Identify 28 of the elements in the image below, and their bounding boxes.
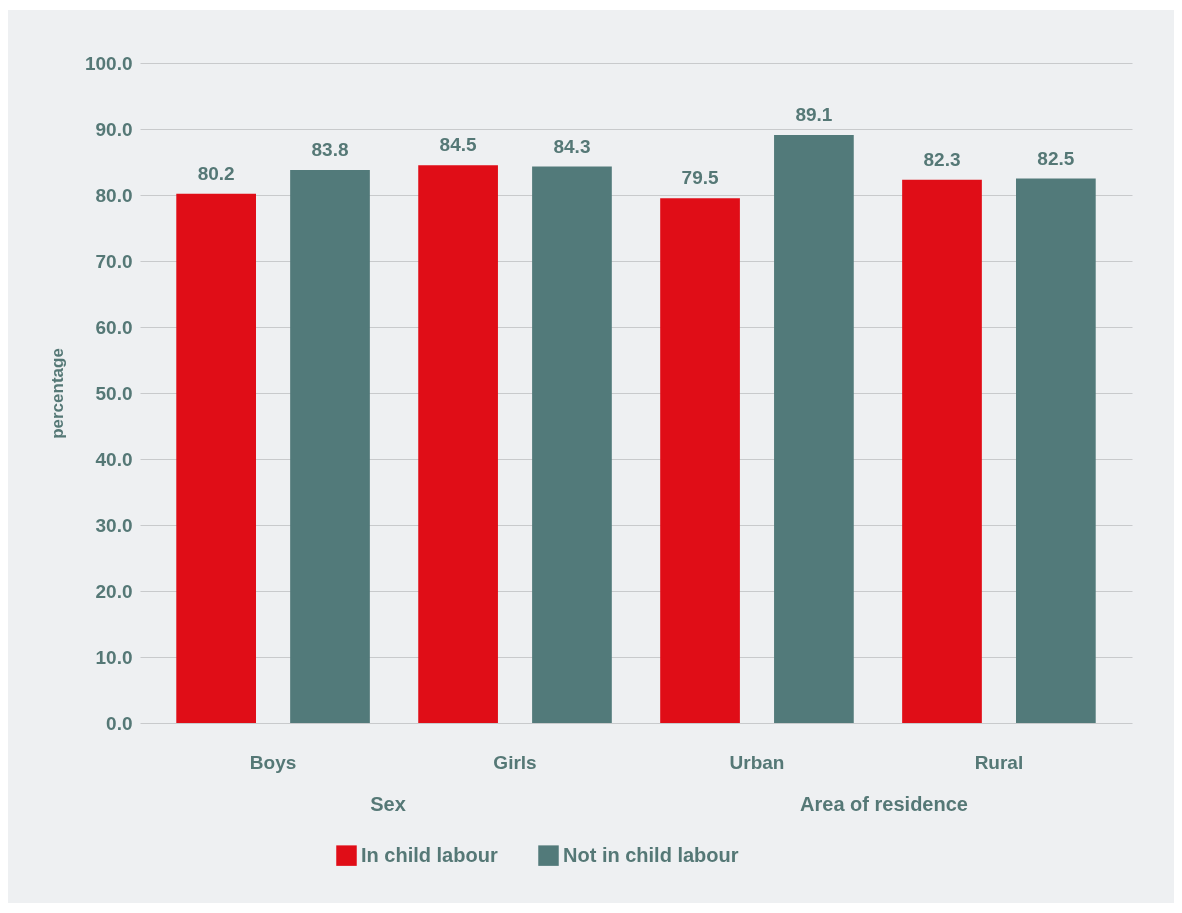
data-label: 84.3 <box>553 135 591 157</box>
y-tick-label: 80.0 <box>95 184 133 206</box>
text: Sex <box>370 793 406 815</box>
data-label: 83.8 <box>311 138 349 160</box>
x-tick-label: Girls <box>493 751 537 773</box>
y-tick-label: 20.0 <box>95 580 133 602</box>
legend-label: In child labour <box>361 843 498 866</box>
y-tick-label: 50.0 <box>95 382 133 404</box>
y-axis-title: percentage <box>47 348 67 439</box>
data-label: 79.5 <box>681 167 719 189</box>
data-label: 82.3 <box>923 148 961 170</box>
y-tick-label: 30.0 <box>95 514 133 536</box>
y-tick-label: 10.0 <box>95 646 133 668</box>
legend-label: Not in child labour <box>563 843 739 866</box>
y-tick-label: 90.0 <box>95 118 133 140</box>
x-tick-label: Urban <box>729 751 785 773</box>
data-label: 80.2 <box>197 162 235 184</box>
x-tick-label: Rural <box>974 751 1024 773</box>
y-tick-label: 70.0 <box>95 250 133 272</box>
y-tick-label: 0.0 <box>106 712 133 734</box>
x-tick-label: Boys <box>249 751 297 773</box>
text: Area of residence <box>800 793 968 815</box>
y-tick-label: 60.0 <box>95 316 133 338</box>
data-label: 84.5 <box>439 134 478 156</box>
y-tick-label: 40.0 <box>95 448 133 470</box>
y-tick-label: 100.0 <box>84 52 133 74</box>
data-label: 89.1 <box>795 103 833 125</box>
data-label: 82.5 <box>1037 147 1075 169</box>
